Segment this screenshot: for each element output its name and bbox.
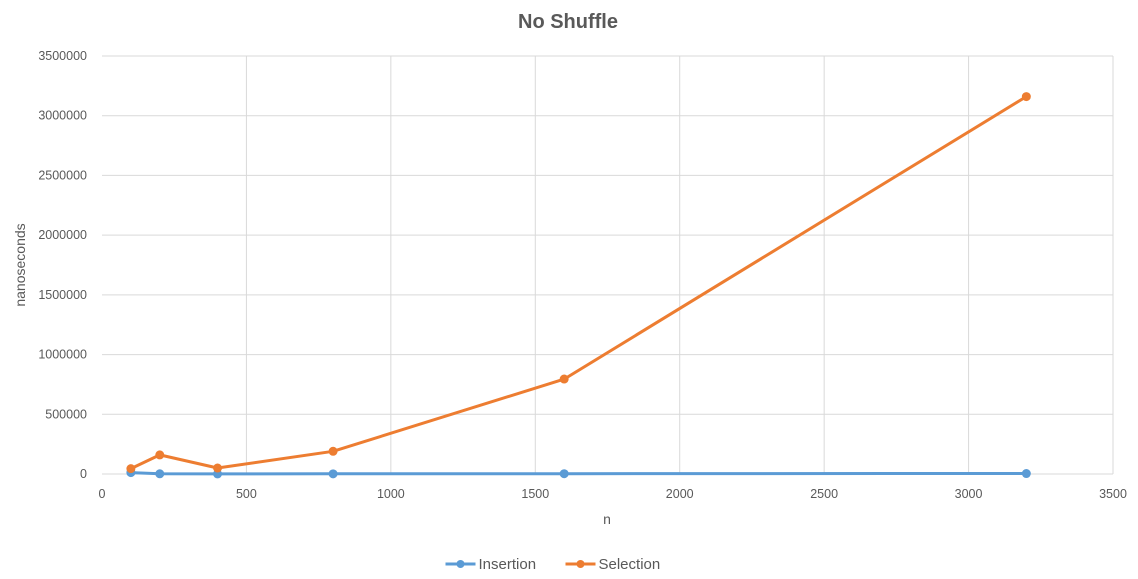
x-tick-label: 0 <box>99 487 106 501</box>
legend-marker <box>456 560 465 568</box>
x-tick-label: 1000 <box>377 487 405 501</box>
x-axis-label: n <box>603 511 611 527</box>
y-tick-label: 3000000 <box>38 109 87 123</box>
plot-area <box>126 92 1031 479</box>
data-point-insertion <box>328 469 338 479</box>
data-point-selection <box>126 464 136 474</box>
x-tick-label: 2500 <box>810 487 838 501</box>
y-tick-label: 500000 <box>45 407 87 421</box>
y-tick-label: 0 <box>80 467 87 481</box>
y-tick-label: 1000000 <box>38 348 87 362</box>
y-tick-label: 1500000 <box>38 288 87 302</box>
legend-item-insertion: Insertion <box>445 556 537 573</box>
legend-label: Selection <box>599 556 661 573</box>
data-point-insertion <box>155 469 165 479</box>
data-point-selection <box>328 446 338 456</box>
y-tick-label: 3500000 <box>38 49 87 63</box>
chart-title: No Shuffle <box>518 11 618 33</box>
x-axis-ticks: 0 500 1000 1500 2000 2500 3000 3500 <box>99 487 1127 501</box>
data-point-selection <box>213 463 223 473</box>
data-point-selection <box>1021 92 1031 102</box>
series-line-selection <box>129 95 1028 471</box>
data-point-insertion <box>559 469 569 479</box>
series-line-insertion <box>129 471 1028 476</box>
x-tick-label: 500 <box>236 487 257 501</box>
legend-marker <box>576 560 585 568</box>
x-tick-label: 1500 <box>521 487 549 501</box>
legend-item-selection: Selection <box>565 556 661 573</box>
x-tick-label: 2000 <box>666 487 694 501</box>
data-point-selection <box>155 450 165 460</box>
legend: Insertion Selection <box>445 556 661 573</box>
data-point-insertion <box>1021 469 1031 479</box>
y-tick-label: 2500000 <box>38 168 87 182</box>
gridlines <box>102 55 1114 475</box>
y-tick-label: 2000000 <box>38 228 87 242</box>
legend-label: Insertion <box>479 556 537 573</box>
x-tick-label: 3500 <box>1099 487 1127 501</box>
x-tick-label: 3000 <box>955 487 983 501</box>
data-point-selection <box>559 374 569 384</box>
y-axis-label: nanoseconds <box>12 223 28 306</box>
y-axis-ticks: 0 500000 1000000 1500000 2000000 2500000 30000… <box>38 49 87 481</box>
